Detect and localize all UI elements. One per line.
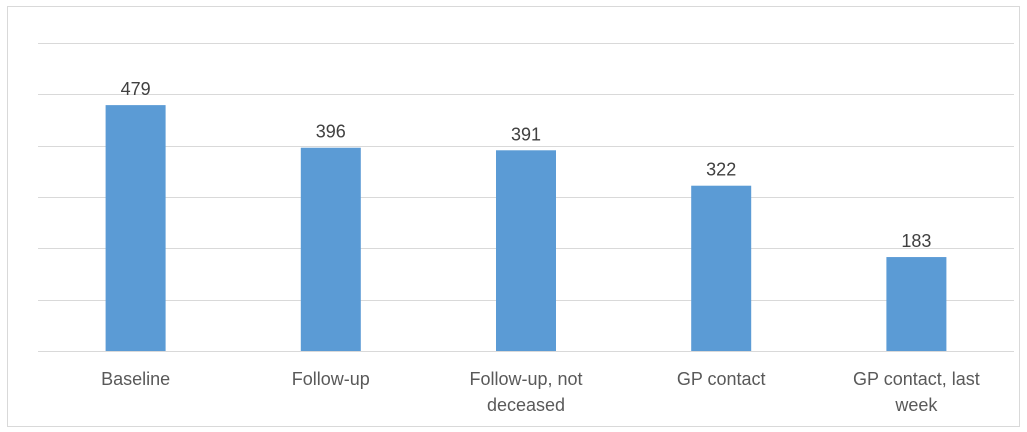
category-label: week: [894, 395, 938, 415]
category-label: Follow-up, not: [469, 369, 582, 389]
category-label: deceased: [487, 395, 565, 415]
chart-area: 479 396 391 322 183 Baseline Follow-up Follow-…: [7, 6, 1020, 427]
data-label: 391: [511, 124, 541, 144]
bar: [886, 257, 947, 351]
bar: [105, 105, 166, 351]
category-label: GP contact: [677, 369, 766, 389]
data-label: 322: [706, 160, 736, 180]
data-label: 396: [316, 122, 346, 142]
category-label: GP contact, last: [853, 369, 980, 389]
bar: [691, 185, 752, 351]
data-label: 479: [121, 79, 151, 99]
bar: [300, 147, 361, 351]
bars: [105, 105, 947, 351]
data-label: 183: [901, 231, 931, 251]
category-label: Follow-up: [292, 369, 370, 389]
data-labels: 479 396 391 322 183: [121, 79, 932, 251]
bar-chart: 479 396 391 322 183 Baseline Follow-up Follow-…: [38, 43, 1014, 415]
bar: [496, 150, 556, 351]
category-label: Baseline: [101, 369, 170, 389]
category-labels: Baseline Follow-up Follow-up, not deceased G…: [101, 369, 980, 415]
